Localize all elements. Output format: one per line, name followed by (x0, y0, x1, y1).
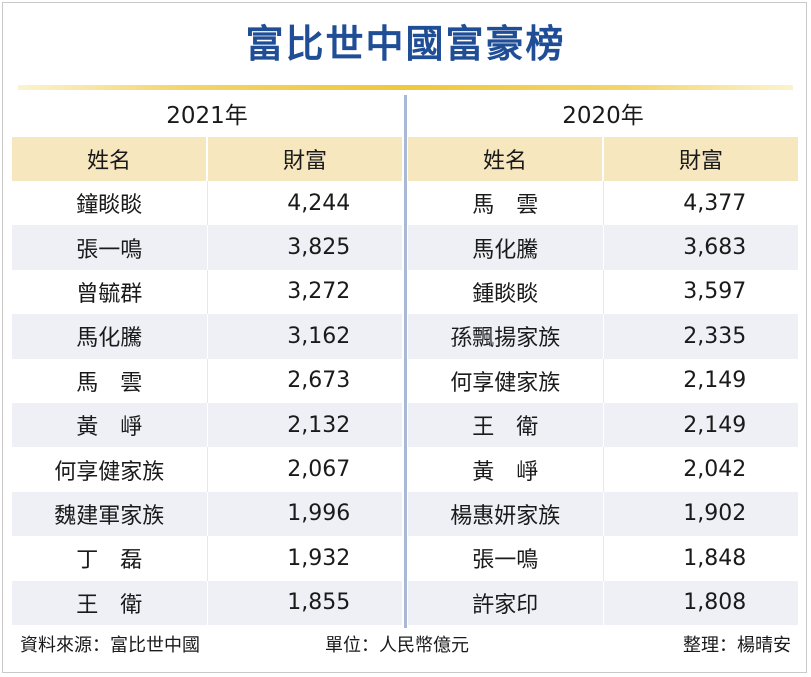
table-body-2020: 馬 雲 4,377 馬化騰 3,683 鍾睒睒 3,597 孫飄揚家族 2,335 何享健家族 2… (408, 181, 798, 625)
table-2020: 2020年 姓名 財富 馬 雲 4,377 馬化騰 3,683 鍾睒睒 3,597 孫飄揚家… (408, 95, 798, 625)
table-row: 黃 崢 2,132 (12, 402, 402, 448)
table-row: 何享健家族 2,149 (408, 358, 798, 403)
column-header-name: 姓名 (408, 137, 604, 181)
table-row: 孫飄揚家族 2,335 (408, 314, 798, 359)
person-name-cell: 楊惠妍家族 (408, 491, 604, 537)
table-row: 馬化騰 3,683 (408, 225, 798, 270)
person-name-cell: 黃 崢 (408, 447, 604, 492)
table-body-2021: 鐘睒睒 4,244 張一鳴 3,825 曾毓群 3,272 馬化騰 3,162 馬 雲 2,673… (12, 181, 402, 625)
table-row: 馬 雲 2,673 (12, 358, 402, 403)
person-name-cell: 曾毓群 (12, 269, 208, 315)
table-row: 何享健家族 2,067 (12, 447, 402, 492)
title-underline (18, 85, 793, 90)
ranking-table-2020: 姓名 財富 馬 雲 4,377 馬化騰 3,683 鍾睒睒 3,597 孫飄揚家族 2,335… (408, 137, 798, 625)
table-row: 丁 磊 1,932 (12, 536, 402, 581)
table-row: 鐘睒睒 4,244 (12, 181, 402, 226)
wealth-value-cell: 2,132 (207, 402, 402, 448)
table-row: 王 衛 1,855 (12, 580, 402, 625)
column-header-wealth: 財富 (207, 137, 402, 181)
wealth-value-cell: 3,683 (603, 225, 798, 270)
wealth-value-cell: 2,067 (287, 457, 351, 483)
table-header-row: 姓名 財富 (12, 137, 402, 181)
wealth-value-cell: 2,149 (603, 402, 798, 448)
table-row: 曾毓群 3,272 (12, 269, 402, 315)
column-header-name: 姓名 (12, 137, 208, 181)
column-header-wealth: 財富 (603, 137, 798, 181)
person-name-cell: 黃 崢 (12, 402, 208, 448)
person-name-cell: 馬 雲 (12, 358, 208, 403)
unit-note: 單位：人民幣億元 (325, 635, 469, 656)
wealth-value-cell: 1,808 (603, 580, 798, 625)
person-name-cell: 孫飄揚家族 (408, 314, 604, 359)
table-row: 馬 雲 4,377 (408, 181, 798, 226)
wealth-value-cell: 1,902 (603, 491, 798, 537)
ranking-table-2021: 姓名 財富 鐘睒睒 4,244 張一鳴 3,825 曾毓群 3,272 馬化騰 3,162 馬 … (12, 137, 402, 625)
wealth-value-cell: 1,932 (287, 545, 351, 571)
person-name-cell: 鐘睒睒 (12, 181, 208, 226)
year-heading-2020: 2020年 (562, 103, 644, 129)
table-row: 王 衛 2,149 (408, 402, 798, 448)
person-name-cell: 馬化騰 (408, 225, 604, 270)
person-name-cell: 許家印 (408, 580, 604, 625)
wealth-value-cell: 3,272 (287, 279, 351, 305)
person-name-cell: 何享健家族 (12, 447, 208, 492)
table-row: 黃 崢 2,042 (408, 447, 798, 492)
person-name-cell: 馬化騰 (12, 314, 208, 359)
wealth-value-cell: 1,848 (683, 545, 747, 571)
wealth-value-cell: 4,244 (287, 190, 351, 216)
footer: 資料來源：富比世中國 單位：人民幣億元 整理：楊晴安 (0, 630, 811, 662)
person-name-cell: 王 衛 (12, 580, 208, 625)
person-name-cell: 王 衛 (408, 402, 604, 448)
wealth-value-cell: 4,377 (683, 190, 747, 216)
wealth-value-cell: 3,162 (207, 314, 402, 359)
year-heading-2021: 2021年 (166, 103, 248, 129)
table-row: 鍾睒睒 3,597 (408, 269, 798, 315)
chart-title: 富比世中國富豪榜 (245, 22, 566, 66)
person-name-cell: 鍾睒睒 (408, 269, 604, 315)
person-name-cell: 魏建軍家族 (12, 491, 208, 537)
wealth-value-cell: 1,855 (207, 580, 402, 625)
table-row: 馬化騰 3,162 (12, 314, 402, 359)
wealth-value-cell: 1,996 (207, 491, 402, 537)
person-name-cell: 何享健家族 (408, 358, 604, 403)
table-2021: 2021年 姓名 財富 鐘睒睒 4,244 張一鳴 3,825 曾毓群 3,272 馬化騰 3… (12, 95, 402, 625)
editor-note: 整理：楊晴安 (683, 635, 791, 656)
person-name-cell: 馬 雲 (408, 181, 604, 226)
table-row: 張一鳴 3,825 (12, 225, 402, 270)
column-divider (404, 95, 407, 628)
person-name-cell: 張一鳴 (408, 536, 604, 581)
wealth-value-cell: 3,597 (683, 279, 747, 305)
person-name-cell: 張一鳴 (12, 225, 208, 270)
table-row: 張一鳴 1,848 (408, 536, 798, 581)
table-row: 楊惠妍家族 1,902 (408, 491, 798, 537)
table-row: 魏建軍家族 1,996 (12, 491, 402, 537)
wealth-value-cell: 2,149 (683, 368, 747, 394)
person-name-cell: 丁 磊 (12, 536, 208, 581)
wealth-value-cell: 2,042 (683, 457, 747, 483)
table-header-row: 姓名 財富 (408, 137, 798, 181)
wealth-value-cell: 3,825 (207, 225, 402, 270)
table-row: 許家印 1,808 (408, 580, 798, 625)
source-note: 資料來源：富比世中國 (20, 635, 200, 656)
wealth-value-cell: 2,673 (287, 368, 351, 394)
wealth-value-cell: 2,335 (603, 314, 798, 359)
